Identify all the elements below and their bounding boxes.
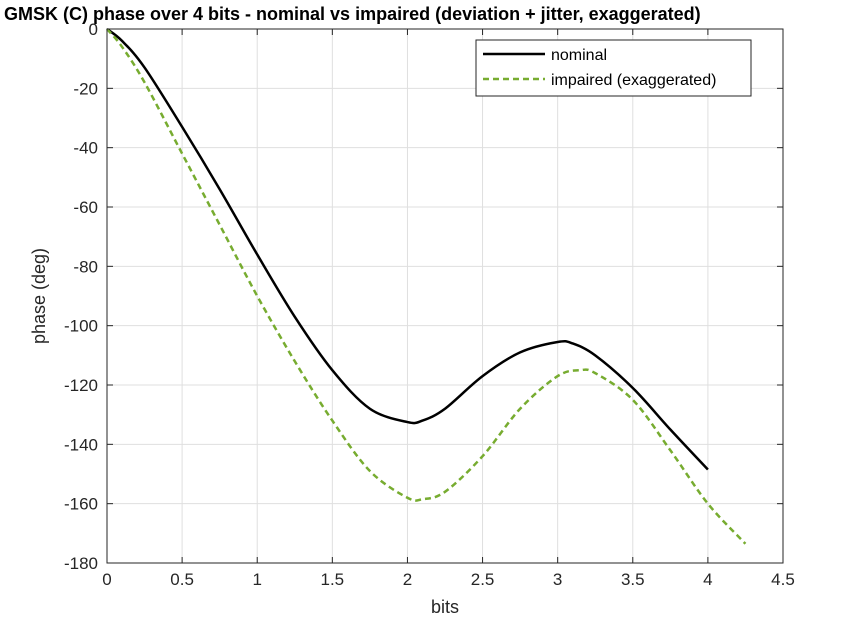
x-tick-label: 2.5 [471, 570, 495, 589]
x-tick-label: 1 [252, 570, 261, 589]
x-tick-label: 0 [102, 570, 111, 589]
x-tick-label: 1.5 [321, 570, 345, 589]
x-tick-label: 0.5 [170, 570, 194, 589]
y-tick-label: -140 [64, 435, 98, 454]
x-axis-label: bits [431, 597, 459, 617]
legend-box [475, 39, 752, 97]
y-tick-label: -80 [73, 257, 98, 276]
axes-box [106, 28, 784, 564]
legend: nominal impaired (exaggerated) [475, 39, 752, 97]
y-tick-label: -120 [64, 376, 98, 395]
y-tick-label: -20 [73, 79, 98, 98]
legend-label-nominal: nominal [551, 47, 607, 64]
plot-area [107, 29, 783, 563]
series-layer [106, 27, 747, 545]
y-tick-label: -60 [73, 198, 98, 217]
ticks: 0 0.5 1 1.5 2 2.5 3 3.5 4 4.5 0 -20 -40 -60 -80 -100 -12… [64, 20, 795, 589]
chart-title: GMSK (C) phase over 4 bits - nominal vs … [4, 4, 701, 24]
y-axis-label: phase (deg) [29, 248, 49, 344]
y-tick-label: -160 [64, 495, 98, 514]
x-tick-label: 3.5 [621, 570, 645, 589]
x-tick-label: 2 [403, 570, 412, 589]
series-line-impaired [106, 28, 747, 545]
legend-label-impaired: impaired (exaggerated) [551, 72, 716, 89]
y-tick-label: 0 [89, 20, 98, 39]
x-tick-label: 4 [703, 570, 712, 589]
y-tick-label: -40 [73, 139, 98, 158]
x-tick-label: 3 [553, 570, 562, 589]
y-tick-label: -180 [64, 554, 98, 573]
x-tick-label: 4.5 [771, 570, 795, 589]
y-tick-label: -100 [64, 317, 98, 336]
series-line-nominal [106, 27, 709, 471]
